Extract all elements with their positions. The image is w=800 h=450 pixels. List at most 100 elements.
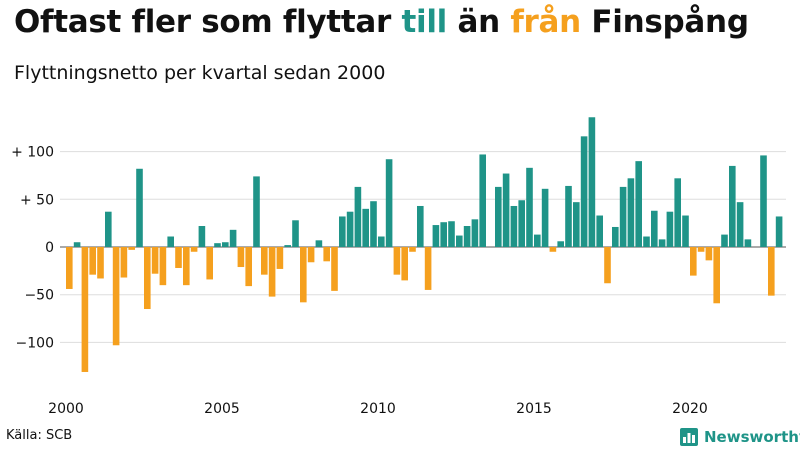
bar	[284, 245, 291, 247]
bar	[112, 247, 120, 346]
bar	[167, 236, 174, 247]
bar	[736, 202, 744, 247]
bar	[690, 247, 697, 276]
bar	[190, 247, 198, 252]
bar	[619, 186, 627, 247]
bar	[651, 210, 658, 247]
bar	[596, 215, 603, 247]
bar	[682, 215, 689, 247]
bar	[261, 247, 268, 275]
bar	[573, 202, 580, 247]
chart-subtitle: Flyttningsnetto per kvartal sedan 2000	[14, 62, 386, 84]
y-tick-label: 0	[45, 240, 54, 256]
bar	[89, 247, 96, 275]
bar	[144, 247, 151, 310]
brand-name: Newsworthy	[704, 428, 800, 446]
bar	[502, 173, 510, 247]
bar	[214, 243, 221, 247]
bar	[635, 161, 642, 247]
bar	[198, 226, 206, 247]
x-tick-label: 2005	[204, 401, 240, 417]
bar	[432, 225, 440, 247]
title-part-5: Finspång	[580, 4, 749, 40]
bar	[495, 186, 502, 247]
bar	[354, 186, 362, 247]
bar	[775, 216, 783, 247]
bar	[159, 247, 167, 286]
bar	[627, 178, 635, 247]
bar	[128, 247, 135, 250]
bar	[518, 200, 525, 247]
bar	[97, 247, 104, 279]
bar	[760, 155, 767, 247]
bar	[105, 211, 112, 247]
bar	[424, 247, 432, 290]
bar	[66, 247, 73, 289]
bar	[463, 226, 471, 247]
bar	[557, 241, 564, 247]
bar	[120, 247, 128, 278]
bar-chart-logo-icon	[680, 428, 698, 446]
bar	[448, 221, 455, 247]
bar	[268, 247, 276, 297]
bar	[323, 247, 330, 262]
y-tick-label: −50	[24, 288, 54, 304]
bar	[768, 247, 775, 296]
bar	[276, 247, 284, 269]
bar-layer	[66, 117, 783, 372]
newsworthy-logo[interactable]: Newsworthy	[680, 426, 800, 448]
x-tick-label: 2000	[48, 401, 84, 417]
title-part-1: Oftast fler som flyttar	[14, 4, 402, 40]
source-note: Källa: SCB	[6, 428, 73, 443]
bar	[674, 178, 681, 247]
bar	[744, 239, 752, 247]
bar	[73, 242, 81, 247]
bar	[565, 185, 572, 247]
bar	[526, 167, 533, 247]
bar	[580, 136, 588, 247]
bar	[307, 247, 315, 263]
bar	[229, 229, 237, 247]
bar	[417, 205, 424, 247]
x-tick-label: 2015	[516, 401, 552, 417]
bar	[713, 247, 720, 304]
y-tick-label: −100	[16, 335, 54, 351]
bar	[370, 201, 377, 247]
title-part-out: från	[510, 4, 581, 40]
bar	[362, 208, 369, 247]
bar	[541, 188, 549, 247]
y-tick-label: + 50	[20, 192, 54, 208]
bar	[705, 247, 713, 261]
chart-title: Oftast fler som flyttar till än från Fin…	[14, 4, 749, 40]
bar	[292, 220, 299, 247]
bar	[588, 117, 596, 247]
bar	[393, 247, 401, 275]
bar	[237, 247, 245, 268]
bar	[666, 211, 674, 247]
bar	[175, 247, 182, 268]
bar	[331, 247, 338, 291]
y-axis: + 100 + 50 0 −50 −100	[11, 145, 54, 352]
bar	[697, 247, 705, 252]
bar	[471, 219, 479, 247]
bar	[658, 239, 666, 247]
title-part-in: till	[401, 4, 447, 40]
bar	[346, 211, 354, 247]
title-part-3: än	[446, 4, 511, 40]
bar	[206, 247, 213, 280]
bar	[510, 205, 518, 247]
bar	[409, 247, 416, 252]
bar	[315, 240, 323, 247]
bar	[339, 216, 346, 247]
x-axis: 2000 2005 2010 2015 2020	[48, 401, 708, 417]
x-tick-label: 2020	[672, 401, 708, 417]
bar	[729, 165, 736, 247]
bar	[643, 236, 650, 247]
x-tick-label: 2010	[360, 401, 396, 417]
bar	[534, 234, 541, 247]
bar	[151, 247, 159, 274]
bar	[456, 235, 463, 247]
bar	[440, 222, 447, 247]
bar	[549, 247, 557, 252]
